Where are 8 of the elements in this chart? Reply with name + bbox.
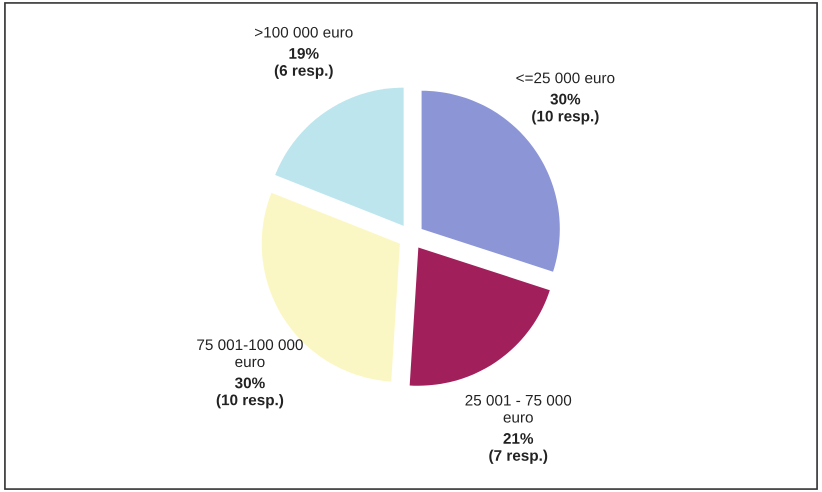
data-label: 30% (10 resp.) <box>216 377 284 408</box>
data-label: 30% (10 resp.) <box>532 94 599 125</box>
slice-label: 25 001 - 75 000 euro <box>465 394 572 423</box>
data-label: 19% (6 resp.) <box>274 48 333 79</box>
data-label: 21% (7 resp.) <box>489 433 548 464</box>
slice-label: 75 001-100 000 euro <box>197 339 303 368</box>
slice-label: >100 000 euro <box>255 26 353 38</box>
slice-label: <=25 000 euro <box>516 72 614 84</box>
